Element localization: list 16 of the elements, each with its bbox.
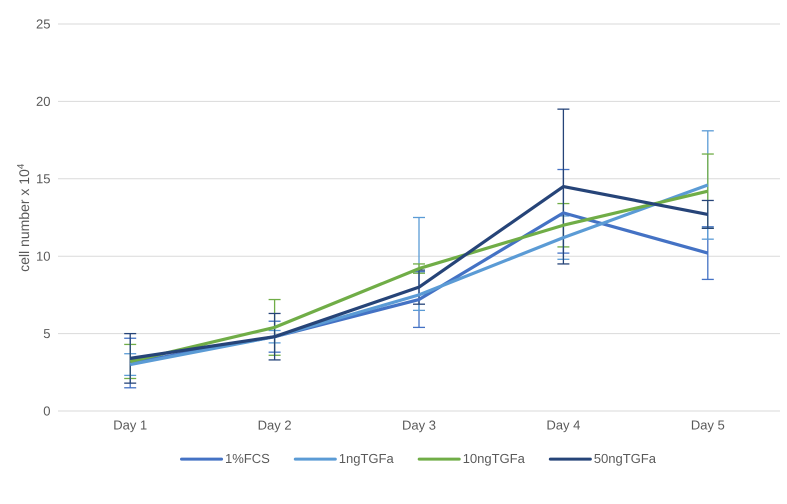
x-tick-label: Day 3 [403, 420, 436, 432]
y-tick-label: 10 [37, 252, 50, 261]
y-tick-label: 20 [36, 96, 50, 106]
x-tick-label: Day 1 [114, 420, 147, 432]
x-tick-label: Day 4 [547, 420, 580, 432]
x-tick-label: Day 2 [258, 420, 291, 432]
legend-label: 1%FCS [226, 454, 270, 464]
y-tick-label: 25 [36, 19, 50, 29]
legend-label: 50ngTGFa [594, 454, 656, 466]
y-axis-title: cell number x 10$^{4}$ [17, 164, 30, 272]
y-tick-label: 15 [37, 174, 50, 184]
legend-label: 10ngTGFa [464, 454, 525, 466]
legend-label: 1ngTGFa [340, 454, 394, 466]
y-tick-label: 0 [44, 406, 50, 416]
y-tick-label: 5 [44, 329, 50, 338]
x-tick-label: Day 5 [692, 420, 724, 432]
